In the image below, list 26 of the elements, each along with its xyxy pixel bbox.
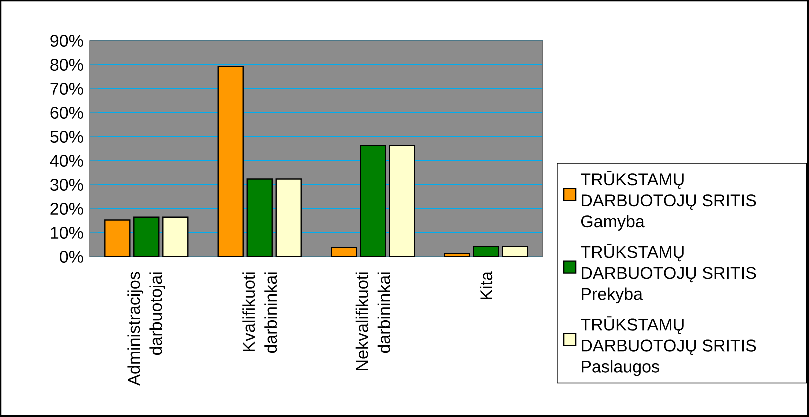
y-tick-label: 80% [50, 58, 84, 72]
y-tick-label: 70% [50, 82, 84, 96]
y-tick-label: 40% [50, 154, 84, 168]
bar [104, 220, 131, 257]
legend-label: TRŪKSTAMŲ DARBUOTOJŲ SRITIS Paslaugos [581, 316, 756, 376]
legend-label: TRŪKSTAMŲ DARBUOTOJŲ SRITIS Prekyba [581, 244, 756, 304]
bar [473, 246, 500, 257]
y-tick-label: 10% [51, 226, 84, 239]
y-tick-label: 0% [60, 250, 84, 263]
bar [134, 216, 160, 257]
x-tick-label: Administracijos darbuotojai [128, 272, 166, 386]
y-tick-label: 90% [50, 34, 84, 48]
bar [360, 145, 386, 257]
bar [276, 178, 302, 257]
bar [218, 66, 244, 257]
x-tick-label: Kvalifikuoti darbininkai [242, 272, 278, 354]
bar [162, 216, 189, 257]
x-tick-label: Kita [480, 272, 493, 300]
x-tick-label: Nekvalifikuoti darbininkai [356, 272, 390, 370]
bar [389, 145, 416, 257]
y-tick-label: 50% [50, 130, 84, 144]
bar [246, 178, 273, 257]
y-tick-label: 60% [50, 106, 84, 120]
y-tick-label: 20% [50, 202, 84, 215]
legend-label: TRŪKSTAMŲ DARBUOTOJŲ SRITIS Gamyba [581, 171, 756, 231]
y-tick-label: 30% [50, 178, 84, 191]
